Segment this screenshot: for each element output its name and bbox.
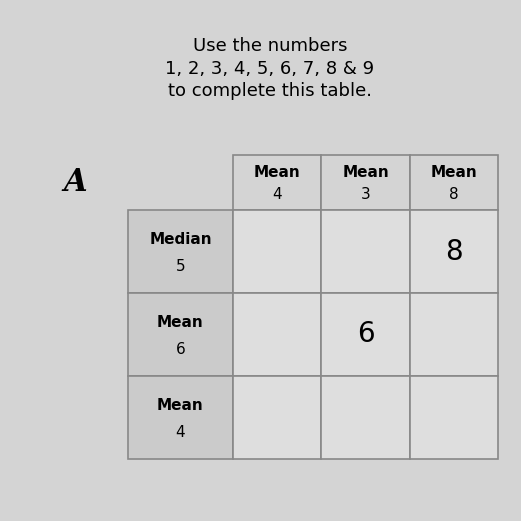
Bar bbox=[410, 293, 498, 376]
Text: 8: 8 bbox=[449, 187, 458, 202]
Bar bbox=[233, 155, 321, 210]
Text: 4: 4 bbox=[272, 187, 282, 202]
Text: 6: 6 bbox=[357, 320, 374, 349]
Bar bbox=[410, 376, 498, 459]
Bar bbox=[233, 376, 321, 459]
Text: Median: Median bbox=[149, 231, 212, 246]
Text: 3: 3 bbox=[361, 187, 370, 202]
Bar bbox=[321, 293, 410, 376]
Text: 4: 4 bbox=[176, 425, 185, 440]
Bar bbox=[321, 210, 410, 293]
Bar bbox=[410, 210, 498, 293]
Text: Mean: Mean bbox=[342, 165, 389, 180]
Text: Mean: Mean bbox=[430, 165, 477, 180]
Text: 5: 5 bbox=[176, 259, 185, 274]
Bar bbox=[128, 376, 233, 459]
Text: Mean: Mean bbox=[157, 315, 204, 330]
Bar bbox=[128, 293, 233, 376]
Bar bbox=[321, 376, 410, 459]
Bar bbox=[233, 210, 321, 293]
Text: 6: 6 bbox=[176, 342, 185, 357]
Bar bbox=[128, 210, 233, 293]
Text: 8: 8 bbox=[445, 238, 463, 266]
Bar bbox=[321, 155, 410, 210]
Text: A: A bbox=[63, 167, 87, 198]
Text: to complete this table.: to complete this table. bbox=[168, 82, 372, 100]
Text: 1, 2, 3, 4, 5, 6, 7, 8 & 9: 1, 2, 3, 4, 5, 6, 7, 8 & 9 bbox=[166, 60, 375, 78]
Text: Mean: Mean bbox=[254, 165, 301, 180]
Text: Mean: Mean bbox=[157, 398, 204, 413]
Bar bbox=[233, 293, 321, 376]
Text: Use the numbers: Use the numbers bbox=[193, 37, 348, 55]
Bar bbox=[410, 155, 498, 210]
